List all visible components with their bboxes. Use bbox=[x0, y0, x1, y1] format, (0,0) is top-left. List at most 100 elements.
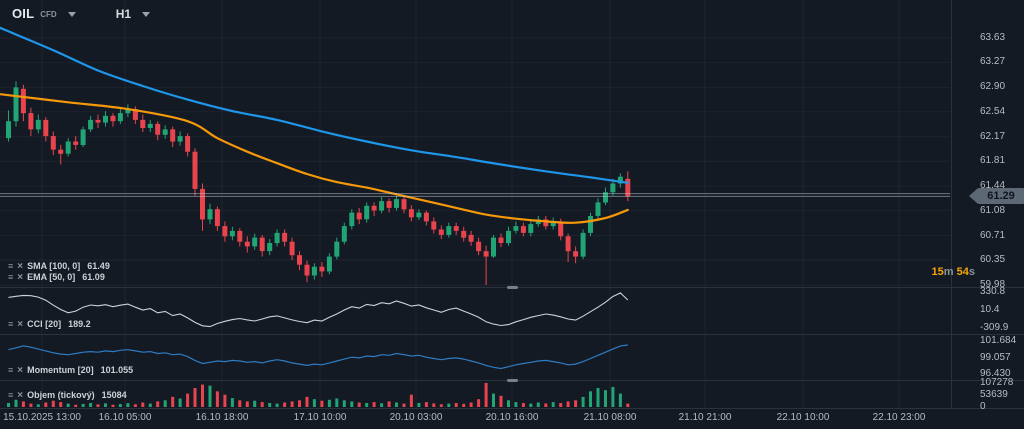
volume-bar bbox=[589, 391, 592, 407]
timeframe-label[interactable]: H1 bbox=[115, 6, 132, 21]
volume-bar bbox=[626, 403, 630, 407]
volume-bar bbox=[559, 403, 563, 407]
price-axis-label: 62.90 bbox=[980, 81, 1006, 92]
volume-bar bbox=[81, 403, 85, 407]
market-type-label: CFD bbox=[40, 10, 57, 19]
candle-body bbox=[580, 232, 586, 257]
time-axis-label: 16.10 05:00 bbox=[98, 412, 152, 423]
candle-body bbox=[461, 230, 467, 238]
volume-bar bbox=[477, 399, 481, 407]
candle-body bbox=[103, 115, 108, 123]
candle-body bbox=[200, 188, 205, 220]
candle-body bbox=[110, 115, 116, 122]
volume-bar bbox=[230, 398, 234, 407]
volume-bar bbox=[484, 383, 488, 407]
volume-bar bbox=[342, 400, 346, 407]
indicator-settings-icon[interactable]: ≡ bbox=[8, 318, 14, 329]
indicator-settings-icon[interactable]: ≡ bbox=[8, 389, 14, 400]
indicator-row-volume: ≡ × Objem (tickový) 15084 bbox=[8, 390, 127, 400]
time-axis-label: 21.10 08:00 bbox=[583, 412, 637, 423]
indicator-settings-icon[interactable]: ≡ bbox=[8, 260, 14, 271]
timeframe-dropdown-caret-icon[interactable] bbox=[142, 12, 151, 17]
volume-bar bbox=[89, 403, 93, 407]
volume-bar bbox=[126, 403, 130, 407]
candle-body bbox=[446, 226, 452, 235]
volume-bar bbox=[432, 403, 436, 407]
ema-50-line bbox=[0, 93, 629, 224]
volume-bar bbox=[305, 396, 309, 407]
candle-body bbox=[282, 232, 288, 242]
candle-body bbox=[289, 241, 295, 256]
price-axis-label: 59.98 bbox=[980, 279, 1006, 290]
volume-bar bbox=[566, 401, 570, 407]
volume-bar bbox=[402, 403, 406, 407]
indicator-row-momentum: ≡ × Momentum [20] 101.055 bbox=[8, 365, 133, 375]
candle-body bbox=[65, 141, 71, 154]
volume-axis-label: 53639 bbox=[980, 389, 1008, 400]
candle-body bbox=[334, 241, 340, 257]
volume-bar bbox=[618, 393, 622, 407]
volume-bar bbox=[335, 398, 339, 407]
price-badge-arrow-icon bbox=[969, 188, 978, 204]
volume-bar bbox=[245, 401, 249, 407]
candle-body bbox=[423, 212, 429, 222]
candle-body bbox=[498, 237, 504, 243]
indicator-remove-icon[interactable]: × bbox=[17, 318, 24, 330]
candle-body bbox=[80, 129, 86, 145]
indicator-settings-icon[interactable]: ≡ bbox=[8, 364, 14, 375]
volume-bar bbox=[51, 400, 55, 407]
price-axis-label: 62.17 bbox=[980, 131, 1006, 142]
candle-body bbox=[565, 236, 571, 252]
candle-body bbox=[13, 87, 19, 122]
candle-body bbox=[50, 136, 56, 150]
volume-bar bbox=[171, 396, 175, 407]
volume-bar bbox=[320, 400, 324, 407]
volume-bar bbox=[380, 403, 384, 407]
indicator-settings-icon[interactable]: ≡ bbox=[8, 271, 14, 282]
volume-bar bbox=[223, 394, 227, 407]
pane-resize-handle[interactable] bbox=[507, 286, 518, 289]
volume-bar bbox=[298, 400, 301, 407]
volume-bar bbox=[29, 403, 33, 407]
indicator-remove-icon[interactable]: × bbox=[17, 260, 24, 272]
candle-body bbox=[506, 230, 511, 244]
volume-bar bbox=[581, 396, 585, 407]
cci-axis-label: -309.9 bbox=[980, 322, 1009, 333]
indicator-remove-icon[interactable]: × bbox=[17, 364, 24, 376]
indicator-row-ema: ≡ × EMA [50, 0] 61.09 bbox=[8, 272, 105, 282]
candle-body bbox=[237, 230, 243, 242]
volume-bar bbox=[417, 403, 421, 407]
symbol-dropdown-caret-icon[interactable] bbox=[67, 12, 76, 17]
volume-bar bbox=[59, 402, 63, 407]
candle-body bbox=[513, 226, 519, 231]
indicator-remove-icon[interactable]: × bbox=[17, 389, 24, 401]
symbol-name[interactable]: OIL bbox=[12, 6, 35, 21]
volume-bar bbox=[499, 395, 503, 407]
time-axis-label: 22.10 10:00 bbox=[776, 412, 830, 423]
pane-resize-handle[interactable] bbox=[507, 379, 518, 382]
indicator-remove-icon[interactable]: × bbox=[17, 271, 24, 283]
candle-body bbox=[43, 119, 49, 137]
time-axis-label: 20.10 16:00 bbox=[485, 412, 539, 423]
volume-axis-label: 107278 bbox=[980, 377, 1014, 388]
candle-body bbox=[416, 212, 422, 218]
volume-bar bbox=[163, 400, 167, 407]
volume-bar bbox=[253, 400, 257, 407]
volume-bar bbox=[544, 403, 548, 407]
time-axis-label: 16.10 18:00 bbox=[195, 412, 249, 423]
candle-body bbox=[125, 109, 131, 114]
indicator-value: 61.09 bbox=[82, 272, 105, 282]
candle-body bbox=[438, 229, 444, 235]
volume-bar bbox=[327, 399, 331, 407]
candle-body bbox=[207, 209, 213, 220]
volume-bar bbox=[611, 386, 615, 407]
candle-body bbox=[274, 232, 280, 244]
volume-bar bbox=[372, 402, 376, 407]
volume-bar bbox=[208, 385, 212, 407]
volume-bar bbox=[492, 393, 495, 407]
candle-body bbox=[140, 119, 146, 128]
volume-bar bbox=[104, 403, 107, 407]
indicator-label: EMA [50, 0] bbox=[27, 272, 76, 282]
